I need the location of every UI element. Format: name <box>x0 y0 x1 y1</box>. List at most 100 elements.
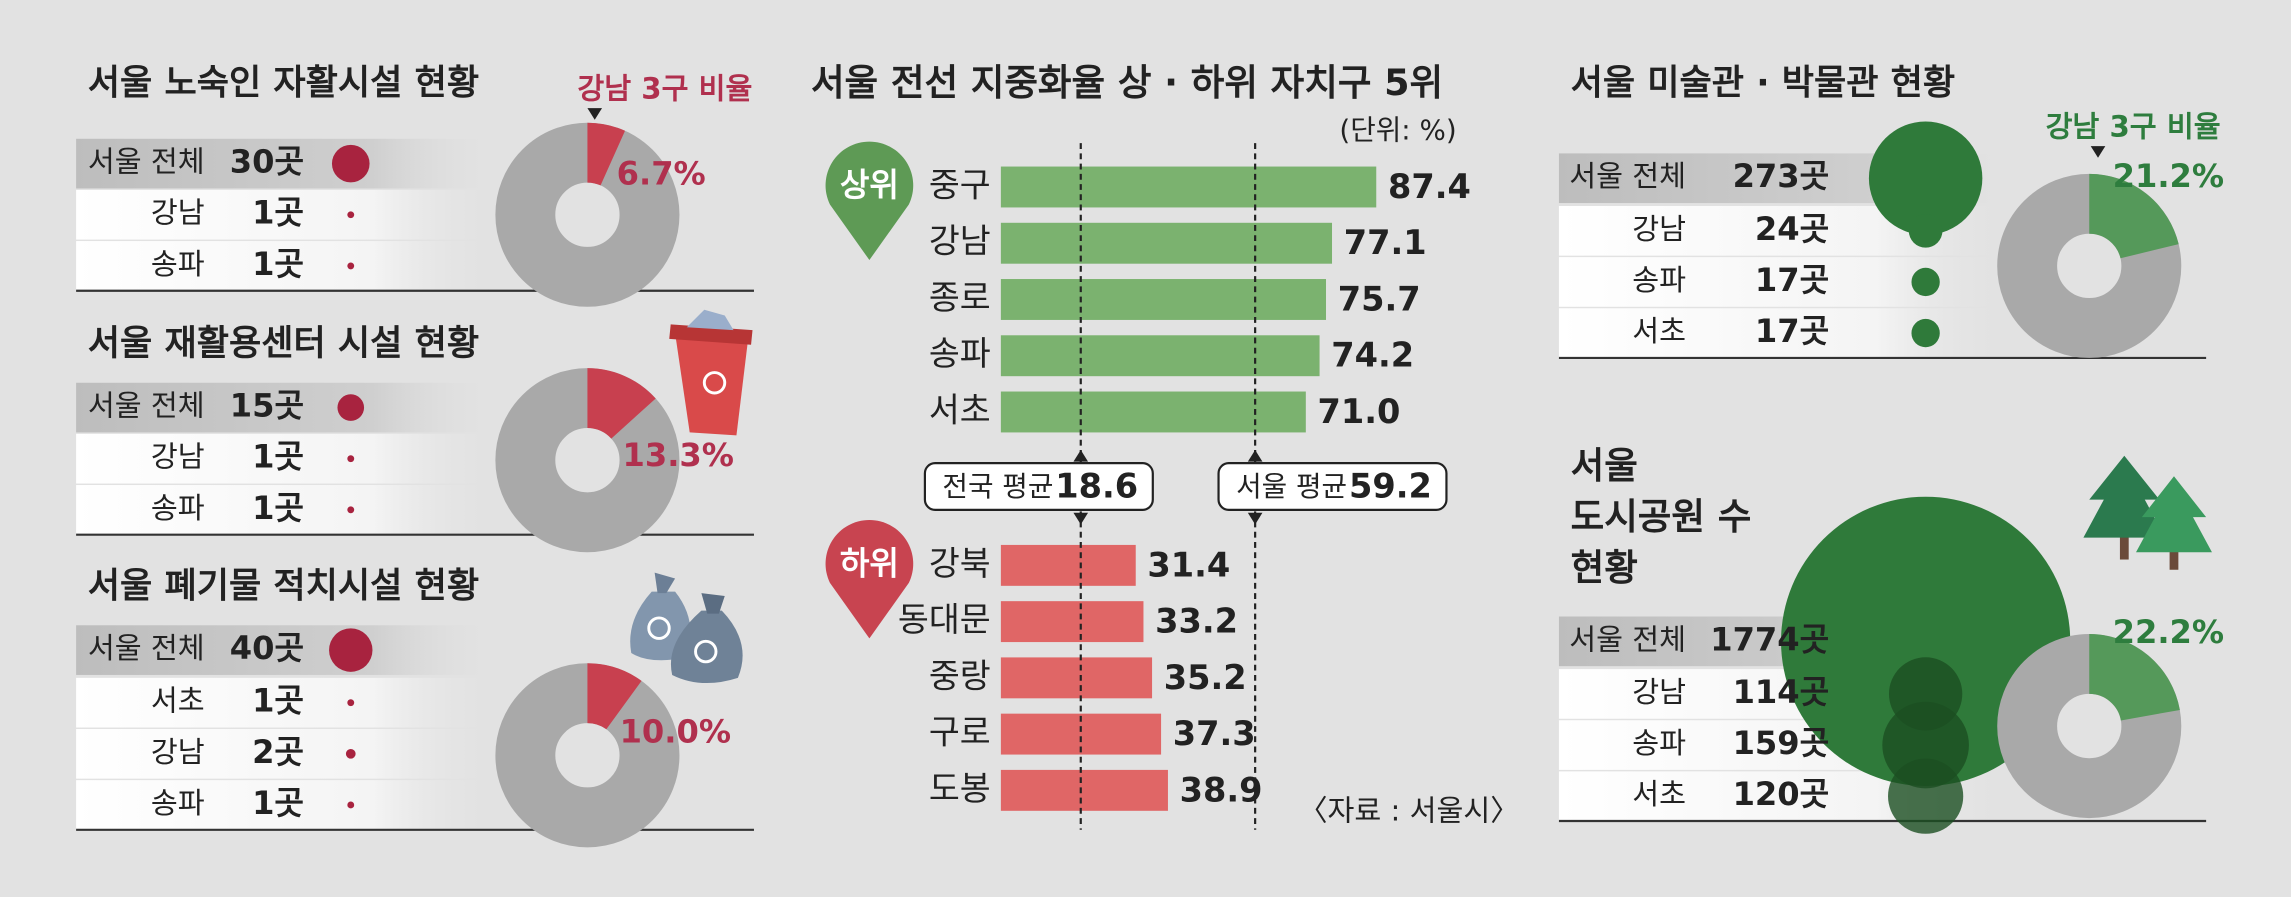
value-label: 74.2 <box>1331 336 1414 375</box>
donut-slice <box>585 122 626 187</box>
bar-label: 동대문 <box>898 600 991 639</box>
reference-value: 18.6 <box>1055 466 1138 505</box>
donut-slice <box>2087 634 2180 722</box>
bar-label: 도봉 <box>929 769 991 808</box>
panel-title: 서울 폐기물 적치시설 현황 <box>88 565 479 606</box>
row-value: 17곳 <box>1755 261 1829 299</box>
row-background <box>76 241 500 291</box>
value-label: 35.2 <box>1164 658 1247 697</box>
bar <box>1000 279 1327 320</box>
row-background <box>76 728 500 779</box>
row-background <box>76 189 500 240</box>
bubble <box>329 628 373 672</box>
bar <box>1000 222 1333 264</box>
bar-label: 종로 <box>929 278 991 317</box>
group-label: 상위 <box>840 166 899 204</box>
value-label: 31.4 <box>1147 545 1230 584</box>
row-value: 120곳 <box>1733 775 1830 813</box>
note-pointer <box>2090 146 2106 158</box>
share-note: 강남 3구 비율 <box>577 72 752 106</box>
arrow-up <box>1247 449 1263 462</box>
bubble <box>1908 214 1943 248</box>
row-value: 15곳 <box>230 387 304 425</box>
row-label: 서초 <box>151 684 205 718</box>
panel-title: 도시공원 수 <box>1571 495 1752 538</box>
row-label: 송파 <box>151 786 205 820</box>
trash-icon <box>669 309 753 436</box>
bar-label: 송파 <box>929 334 991 373</box>
row-value: 1곳 <box>252 245 304 283</box>
group-label: 하위 <box>840 544 899 582</box>
value-label: 37.3 <box>1173 714 1256 753</box>
share-note: 강남 3구 비율 <box>2046 110 2221 144</box>
bar <box>1000 601 1144 643</box>
row-background <box>76 485 500 535</box>
note-pointer <box>587 108 603 120</box>
share-label: 10.0% <box>620 712 731 750</box>
reference-box <box>1217 462 1448 511</box>
panel-title: 서울 재활용센터 시설 현황 <box>88 323 479 364</box>
row-value: 1774곳 <box>1710 620 1829 658</box>
value-label: 77.1 <box>1344 223 1427 262</box>
reference-label: 서울 평균 <box>1236 470 1347 503</box>
row-value: 1곳 <box>252 438 304 476</box>
value-label: 38.9 <box>1180 770 1263 809</box>
arrow-down <box>1073 512 1089 525</box>
group-badge <box>825 519 914 639</box>
row-value: 1곳 <box>252 784 304 822</box>
row-label: 서초 <box>1632 777 1686 811</box>
bar <box>1000 166 1377 208</box>
bubble <box>345 748 356 759</box>
bubble <box>1911 318 1940 348</box>
bar-label: 강북 <box>929 544 991 583</box>
arrow-up <box>1073 449 1089 462</box>
row-background <box>76 433 500 484</box>
bubble <box>1781 496 2071 786</box>
bubble <box>1868 121 1983 235</box>
row-label: 서울 전체 <box>88 145 205 179</box>
row-label: 서울 전체 <box>88 389 205 423</box>
bar <box>1000 769 1168 811</box>
row-label: 강남 <box>151 440 205 474</box>
bubble <box>337 394 365 421</box>
value-label: 75.7 <box>1338 279 1421 318</box>
bar-label: 구로 <box>929 713 991 752</box>
row-label: 송파 <box>1632 263 1686 297</box>
bubble <box>1888 758 1964 834</box>
chart-title: 서울 전선 지중화율 상 · 하위 자치구 5위 <box>811 61 1443 104</box>
bubble <box>347 506 355 514</box>
row-background <box>76 677 500 728</box>
donut-slice <box>585 368 656 440</box>
panel-title: 서울 미술관 · 박물관 현황 <box>1571 63 1956 104</box>
bags-icon <box>630 572 743 684</box>
row-value: 17곳 <box>1755 312 1829 350</box>
row-label: 강남 <box>1632 212 1686 246</box>
panel-title: 현황 <box>1571 546 1638 589</box>
row-label: 강남 <box>1632 675 1686 709</box>
donut-slice <box>2087 173 2179 260</box>
row-label: 송파 <box>151 247 205 281</box>
arrow-down <box>1247 512 1263 525</box>
row-label: 서초 <box>1632 314 1686 348</box>
trees-icon <box>2083 455 2212 570</box>
donut-slice <box>585 663 642 731</box>
value-label: 71.0 <box>1318 392 1401 431</box>
bubble <box>347 801 355 809</box>
bar <box>1000 335 1320 377</box>
bar-label: 강남 <box>929 222 991 261</box>
bar-label: 서초 <box>929 390 991 429</box>
row-value: 30곳 <box>230 143 304 181</box>
share-label: 21.2% <box>2113 157 2224 195</box>
bubble <box>1911 267 1940 297</box>
bubble <box>347 211 355 219</box>
row-value: 24곳 <box>1755 210 1829 248</box>
source: 〈자료 : 서울시〉 <box>1298 793 1519 827</box>
reference-value: 59.2 <box>1349 466 1432 505</box>
row-label: 강남 <box>151 735 205 769</box>
value-label: 33.2 <box>1155 602 1238 641</box>
share-label: 22.2% <box>2113 613 2224 651</box>
share-label: 13.3% <box>622 436 733 474</box>
row-background <box>76 625 500 675</box>
